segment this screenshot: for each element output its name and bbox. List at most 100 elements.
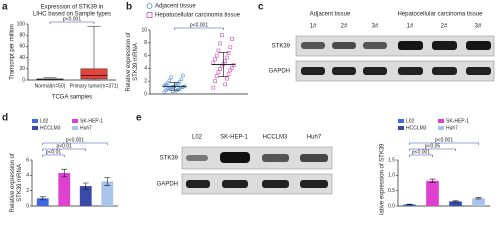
significance-label: p<0.01	[57, 143, 73, 149]
y-axis-label: Transcript per million	[10, 24, 16, 79]
panel-letter: a	[2, 2, 8, 13]
y-tick-label: 6	[26, 157, 29, 163]
box	[80, 68, 108, 80]
point	[218, 41, 222, 46]
significance-label: p<0.001	[412, 149, 430, 155]
point	[223, 82, 227, 87]
legend-swatch	[32, 126, 38, 130]
point	[214, 74, 219, 78]
lane-label: SK-HEP-1	[220, 135, 248, 141]
legend-label: L02	[40, 118, 49, 124]
significance-bracket	[49, 21, 95, 24]
y-tick-label: 40	[19, 55, 25, 61]
panel-letter: c	[258, 2, 264, 13]
point	[165, 81, 170, 85]
lane-label: 3#	[475, 24, 482, 30]
bar	[472, 198, 485, 206]
error-bar	[39, 196, 46, 201]
error-bar	[406, 203, 413, 206]
lane-label: 2#	[341, 24, 348, 30]
error-bar	[475, 197, 482, 200]
bar	[79, 186, 92, 206]
point	[228, 45, 233, 50]
point	[226, 72, 231, 76]
legend-label: SK-HEP-1	[446, 118, 469, 124]
chart-title: LIHC based on Sample types	[33, 12, 111, 18]
panel-letter: d	[2, 113, 8, 124]
row-label: GAPDH	[157, 182, 178, 188]
point	[176, 87, 180, 92]
point	[231, 63, 236, 68]
significance-bracket	[409, 154, 433, 157]
point	[213, 57, 217, 62]
legend-swatch	[32, 119, 38, 123]
y-tick-label: 0.0	[388, 203, 395, 209]
y-tick-label: 4	[26, 173, 29, 179]
y-tick-label: 1.5	[388, 157, 395, 163]
y-axis-label: STK39 mRNA	[133, 43, 139, 81]
y-tick-label: 8	[144, 40, 147, 46]
y-tick-label: 20	[19, 66, 25, 72]
y-tick-label: 0.5	[388, 188, 395, 194]
legend-label: HCCLM3	[40, 125, 61, 131]
legend-marker	[146, 12, 153, 18]
legend-swatch	[438, 119, 444, 123]
y-tick-label: 2	[26, 188, 29, 194]
legend-label: HCCLM3	[406, 125, 427, 131]
legend-swatch	[72, 119, 78, 123]
y-axis-label: Relative expression of STK39	[380, 143, 386, 215]
y-tick-label: 2	[144, 79, 147, 85]
bar	[403, 204, 416, 206]
row-label: STK39	[272, 44, 291, 50]
point	[167, 86, 172, 91]
group-label: Adjacent tissue	[310, 12, 351, 18]
point	[226, 51, 231, 55]
point	[169, 75, 173, 80]
error-bar	[218, 52, 229, 78]
legend-swatch	[72, 126, 78, 130]
legend-label: Hepatocellular carcinoma tissue	[155, 13, 241, 19]
y-tick-label: 100	[17, 21, 26, 27]
significance-label: p<0.001	[63, 16, 81, 22]
lane-label: 3#	[372, 24, 379, 30]
legend-label: L02	[406, 118, 415, 124]
legend-label: SK-HEP-1	[80, 118, 103, 124]
error-bar	[104, 177, 111, 186]
point	[165, 87, 170, 91]
legend-swatch	[398, 126, 404, 130]
point	[220, 33, 224, 37]
lane-label: 2#	[441, 24, 448, 30]
y-tick-label: 10	[141, 27, 147, 33]
x-tick-label: Primary tumor(n=371)	[70, 83, 119, 89]
error-bar	[169, 82, 180, 91]
point	[181, 85, 185, 89]
y-axis-label: Relative expression of	[126, 32, 132, 91]
error-bar	[82, 182, 89, 190]
lane-label: HCCLM3	[263, 135, 288, 141]
significance-bracket	[42, 148, 87, 151]
significance-label: p<0.05	[425, 143, 441, 149]
point	[216, 70, 221, 75]
y-tick-label: 4	[144, 66, 147, 72]
lane-label: Huh7	[307, 135, 322, 141]
y-tick-label: 0	[22, 77, 25, 83]
row-label: STK39	[160, 156, 179, 162]
bar	[36, 198, 49, 206]
significance-label: p<0.001	[435, 137, 453, 143]
point	[162, 90, 167, 94]
lane-label: L02	[192, 135, 203, 141]
error-bar	[452, 200, 459, 203]
bar	[101, 181, 114, 206]
point	[225, 55, 229, 60]
blot	[181, 146, 333, 195]
point	[230, 37, 234, 41]
significance-bracket	[174, 27, 224, 30]
point	[211, 85, 216, 90]
y-tick-label: 60	[19, 44, 25, 50]
y-tick-label: 0	[144, 91, 147, 97]
point	[213, 79, 217, 83]
legend-swatch	[398, 119, 404, 123]
lane-label: 1#	[407, 24, 414, 30]
x-tick-label: Normal(n=50)	[35, 83, 66, 89]
y-tick-label: 0	[26, 203, 29, 209]
